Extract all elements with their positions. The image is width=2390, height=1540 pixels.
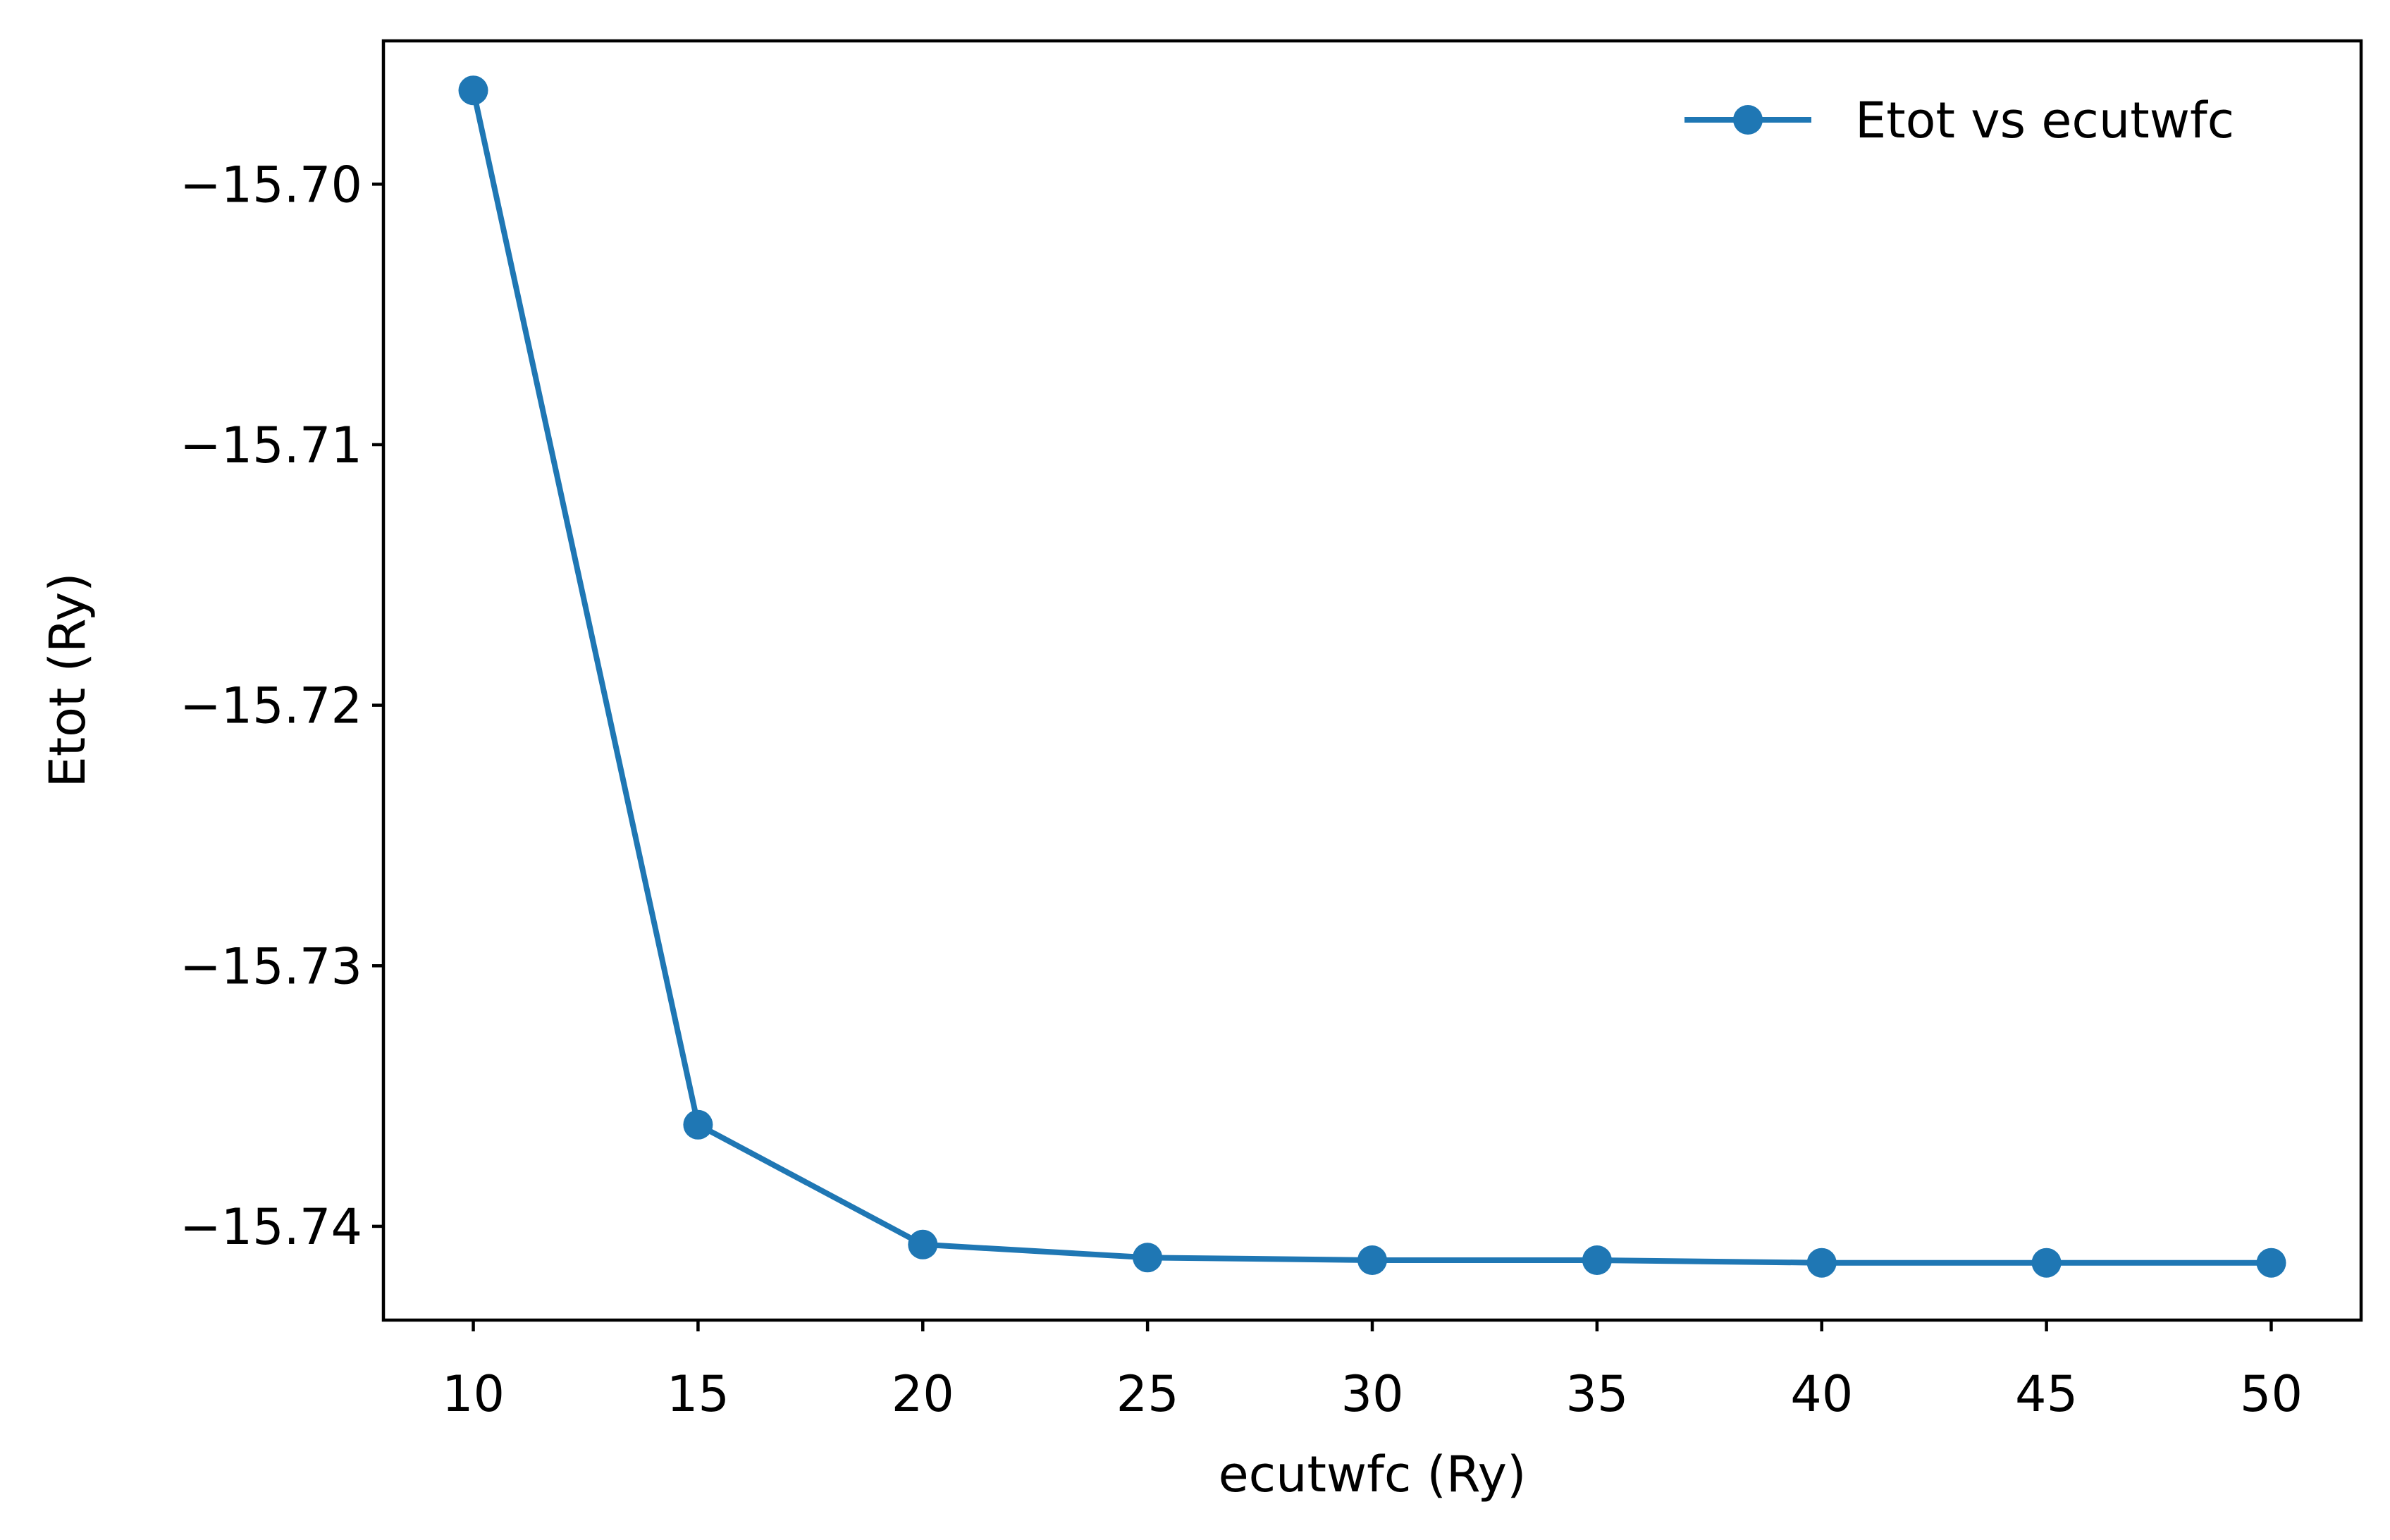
x-tick-label: 15 [667, 1365, 729, 1423]
x-axis-label: ecutwfc (Ry) [1219, 1446, 1527, 1503]
y-tick-label: −15.70 [180, 156, 362, 214]
data-point [2256, 1248, 2286, 1278]
data-point [908, 1229, 938, 1259]
axes-frame [381, 39, 2363, 1322]
x-tick-label: 20 [892, 1365, 954, 1423]
x-tick-label: 30 [1341, 1365, 1403, 1423]
legend-marker-swatch [1733, 105, 1763, 135]
y-tick-label: −15.74 [180, 1198, 362, 1256]
data-point [1357, 1245, 1387, 1275]
y-axis-label: Etot (Ry) [39, 572, 97, 787]
x-tick-label: 10 [442, 1365, 505, 1423]
x-tick-label: 35 [1565, 1365, 1628, 1423]
y-tick-label: −15.73 [180, 937, 362, 995]
legend: Etot vs ecutwfc [1684, 92, 2234, 149]
data-point [1133, 1243, 1163, 1273]
x-tick-label: 40 [1790, 1365, 1853, 1423]
y-tick-label: −15.71 [180, 417, 362, 474]
x-tick-label: 25 [1116, 1365, 1179, 1423]
data-point [458, 75, 488, 106]
data-point [1806, 1248, 1837, 1278]
x-tick-label: 50 [2240, 1365, 2303, 1423]
plot-area [458, 75, 2286, 1278]
axis-ticks: 10 15 20 25 30 35 40 45 50 −15.70 −15.71 −15.72 −15.… [180, 156, 2303, 1423]
data-point [2031, 1248, 2062, 1278]
y-tick-label: −15.72 [180, 677, 362, 735]
x-tick-label: 45 [2015, 1365, 2078, 1423]
data-point [1582, 1245, 1612, 1275]
data-point [683, 1109, 713, 1140]
legend-label: Etot vs ecutwfc [1855, 92, 2234, 149]
